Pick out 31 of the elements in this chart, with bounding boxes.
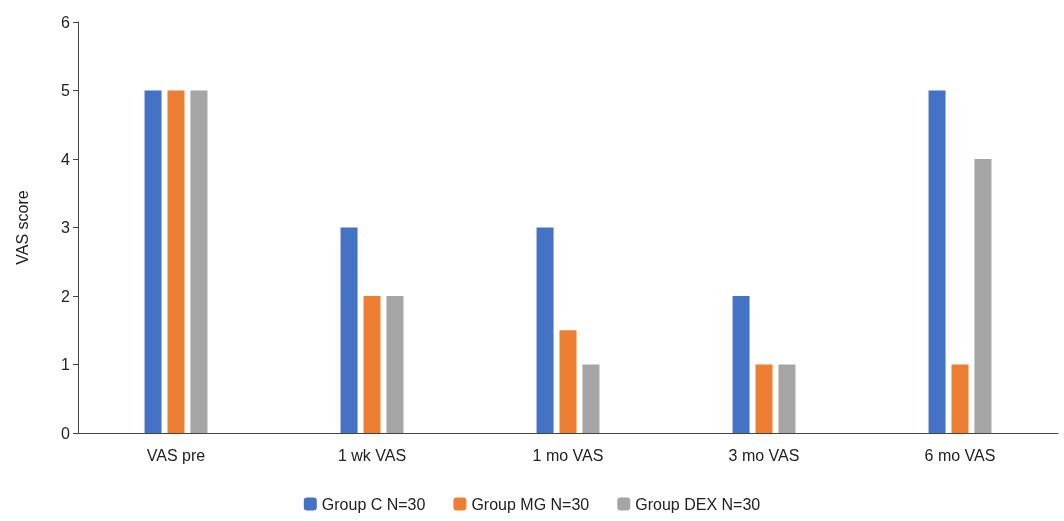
bar [582, 364, 600, 433]
bar [144, 90, 162, 433]
bar [778, 364, 796, 433]
bar [732, 296, 750, 433]
x-tick-label: 3 mo VAS [728, 446, 800, 464]
legend-label: Group C N=30 [321, 495, 426, 513]
y-tick-label: 0 [61, 424, 71, 442]
bar [340, 227, 358, 433]
bar [928, 90, 946, 433]
y-tick-label: 3 [61, 219, 71, 236]
x-tick-label: VAS pre [146, 446, 206, 464]
y-tick-label: 5 [61, 82, 71, 99]
bar [363, 296, 381, 433]
bar [167, 90, 185, 433]
y-tick-label: 4 [61, 150, 71, 168]
legend-label: Group DEX N=30 [635, 495, 761, 513]
bar [755, 364, 773, 433]
bar [536, 227, 554, 433]
bar [559, 330, 577, 433]
y-axis-title: VAS score [13, 190, 31, 265]
legend-label: Group MG N=30 [471, 495, 590, 513]
x-tick-label: 6 mo VAS [924, 446, 996, 464]
bar [386, 296, 404, 433]
bar [951, 364, 969, 433]
y-tick-label: 2 [61, 287, 71, 305]
bar [190, 90, 208, 433]
y-tick-label: 6 [61, 13, 71, 31]
bar [974, 159, 992, 433]
x-tick-label: 1 mo VAS [532, 446, 604, 464]
y-tick-label: 1 [61, 356, 71, 373]
x-tick-label: 1 wk VAS [337, 446, 407, 464]
